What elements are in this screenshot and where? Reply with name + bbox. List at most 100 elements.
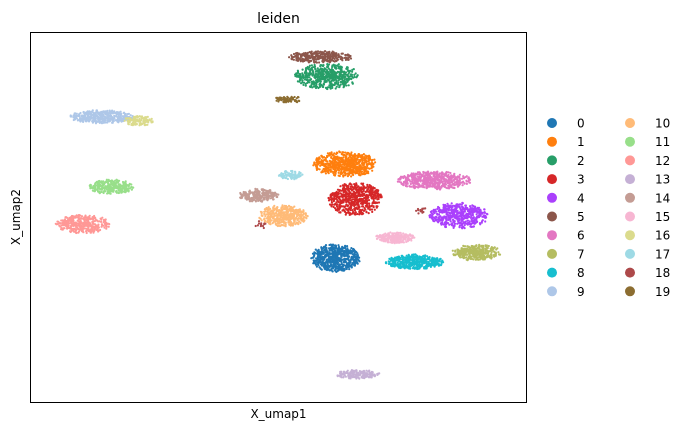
cell-point	[411, 234, 414, 237]
cell-point	[344, 207, 348, 210]
cell-point	[412, 258, 415, 261]
cell-point	[261, 214, 264, 217]
cell-point	[298, 220, 301, 223]
cell-point	[387, 232, 390, 235]
cell-point	[357, 204, 360, 207]
cell-point	[365, 203, 369, 206]
cell-point	[265, 213, 268, 216]
cell-point	[344, 151, 347, 154]
cell-point	[372, 201, 375, 204]
cell-point	[427, 178, 430, 181]
cell-point	[423, 262, 426, 265]
cell-point	[453, 204, 456, 208]
cell-point	[344, 195, 347, 198]
cell-point	[301, 214, 304, 217]
cell-point	[254, 188, 257, 191]
cell-point	[478, 255, 481, 258]
cell-point	[377, 201, 381, 204]
cell-point	[394, 239, 397, 242]
cell-point	[337, 171, 340, 174]
cell-point	[340, 189, 343, 192]
cell-point	[452, 186, 455, 189]
cell-point	[466, 249, 469, 253]
cell-point	[432, 211, 435, 214]
cell-point	[350, 175, 353, 178]
cell-point	[358, 166, 361, 169]
cell-point	[332, 205, 335, 209]
cell-point	[355, 183, 358, 187]
cell-point	[417, 183, 420, 186]
cell-point	[300, 219, 303, 222]
cell-point	[444, 178, 447, 181]
cell-point	[385, 262, 388, 265]
cell-point	[470, 214, 473, 217]
cell-point	[291, 224, 294, 227]
cell-point	[428, 185, 431, 188]
cell-point	[398, 236, 401, 239]
cell-point	[430, 216, 433, 219]
cell-point	[333, 263, 336, 266]
cell-point	[356, 154, 359, 157]
cell-point	[475, 209, 478, 212]
cell-point	[344, 199, 347, 202]
cell-point	[382, 233, 385, 236]
cell-point	[348, 187, 351, 190]
cell-point	[402, 182, 405, 185]
cell-point	[349, 158, 352, 161]
cell-point	[427, 265, 430, 268]
cell-point	[348, 183, 351, 186]
cell-point	[340, 266, 343, 269]
cell-point	[447, 179, 450, 182]
cell-point	[409, 233, 412, 236]
cell-point	[439, 175, 442, 178]
cell-point	[334, 158, 338, 161]
cell-point	[477, 206, 481, 209]
cell-point	[359, 169, 362, 172]
cell-point	[374, 192, 377, 195]
cell-point	[358, 260, 361, 263]
cell-point	[275, 214, 278, 217]
cell-point	[323, 257, 326, 260]
cell-point	[278, 173, 281, 177]
cell-point	[362, 168, 366, 171]
cell-point	[334, 193, 337, 196]
cell-point	[367, 186, 370, 189]
cell-point	[323, 170, 326, 173]
cell-point	[490, 251, 493, 254]
cell-point	[362, 186, 365, 189]
cell-point	[367, 196, 370, 199]
cell-point	[413, 178, 417, 181]
cell-point	[436, 261, 439, 264]
cell-point	[327, 167, 330, 170]
cell-point	[376, 237, 379, 240]
cell-point	[408, 266, 411, 269]
cell-point	[388, 260, 391, 263]
cell-point	[239, 196, 242, 199]
cell-point	[338, 198, 341, 201]
cell-point	[471, 209, 474, 212]
cell-point	[408, 260, 411, 263]
cell-point	[433, 257, 436, 260]
cell-point	[465, 256, 468, 259]
cell-point	[317, 264, 320, 267]
cell-point	[435, 216, 438, 219]
cell-point	[325, 258, 328, 261]
cell-point	[334, 245, 338, 248]
cell-point	[360, 202, 363, 205]
cell-point	[402, 232, 405, 235]
cell-point	[370, 191, 374, 194]
cell-point	[363, 156, 366, 159]
cell-point	[435, 218, 438, 221]
cell-point	[450, 211, 453, 214]
cell-point	[442, 178, 445, 181]
cell-point	[267, 196, 270, 199]
cell-point	[333, 152, 336, 155]
cell-point	[293, 205, 296, 208]
cell-point	[263, 220, 266, 223]
cell-point	[355, 251, 358, 254]
cell-point	[332, 167, 335, 170]
cell-point	[319, 267, 322, 270]
cell-point	[445, 175, 448, 178]
cell-point	[458, 177, 461, 180]
cell-point	[347, 209, 350, 212]
